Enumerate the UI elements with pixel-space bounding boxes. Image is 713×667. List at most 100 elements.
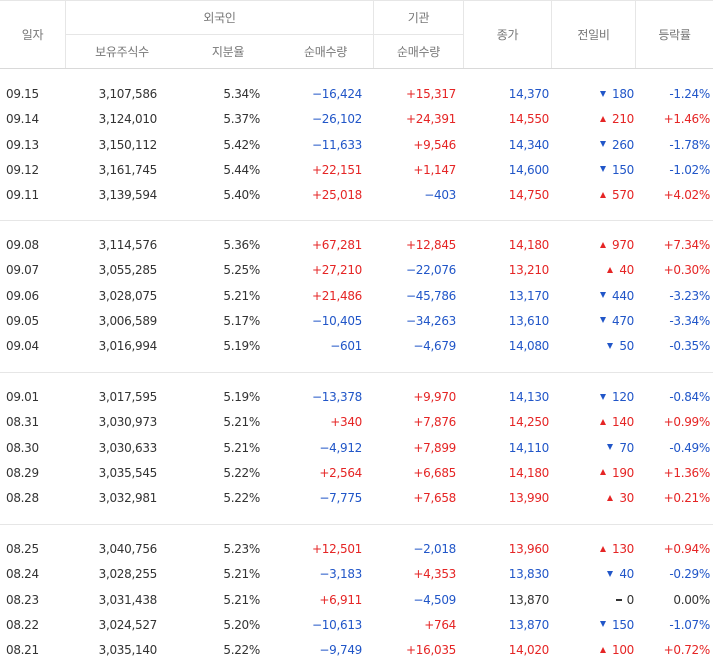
- cell-date: 08.28: [6, 491, 39, 506]
- change-value: 140: [611, 415, 634, 430]
- cell-shares-held: 3,150,112: [98, 137, 158, 152]
- cell-change: 40: [560, 562, 634, 587]
- cell-change: 150: [560, 158, 634, 183]
- cell-institution-net: +6,685: [413, 465, 456, 480]
- cell-institution-net: +24,391: [406, 112, 456, 127]
- cell-shares-held: 3,035,140: [98, 643, 158, 658]
- cell-institution-net: +9,970: [413, 390, 456, 404]
- cell-change-rate: -3.23%: [669, 288, 710, 303]
- cell-close-price: 14,550: [508, 112, 550, 127]
- cell-ownership-ratio: 5.25%: [223, 263, 260, 278]
- cell-shares-held: 3,114,576: [98, 238, 158, 252]
- header-foreign: 외국인: [203, 10, 236, 25]
- cell-close-price: 14,080: [508, 339, 550, 354]
- cell-institution-net: +1,147: [413, 162, 456, 177]
- cell-close-price: 13,960: [508, 542, 550, 556]
- change-value: 180: [611, 87, 634, 101]
- cell-shares-held: 3,028,255: [98, 567, 158, 582]
- cell-ownership-ratio: 5.40%: [223, 188, 260, 203]
- cell-foreign-net: +21,486: [312, 288, 362, 303]
- change-value: 40: [619, 567, 634, 582]
- change-value: 470: [611, 313, 634, 328]
- cell-shares-held: 3,032,981: [98, 491, 158, 506]
- cell-change: 70: [560, 436, 634, 461]
- table-row: 08.23 3,031,438 5.21% +6,911 −4,509 13,870 0 0.…: [0, 588, 713, 613]
- header-change: 전일비: [577, 27, 610, 42]
- cell-ownership-ratio: 5.22%: [223, 643, 260, 658]
- cell-ownership-ratio: 5.44%: [223, 162, 260, 177]
- up-arrow-icon: [607, 494, 614, 501]
- cell-institution-net: −45,786: [406, 288, 456, 303]
- cell-change: 130: [560, 537, 634, 562]
- cell-foreign-net: −9,749: [319, 643, 362, 658]
- table-row: 09.11 3,139,594 5.40% +25,018 −403 14,750 570 +…: [0, 183, 713, 208]
- up-arrow-icon: [599, 418, 606, 425]
- cell-change: 970: [560, 233, 634, 258]
- cell-close-price: 13,610: [508, 313, 550, 328]
- header-foreign-net: 순매수량: [304, 45, 347, 59]
- cell-close-price: 14,180: [508, 465, 550, 480]
- cell-institution-net: +4,353: [413, 567, 456, 582]
- change-value: 130: [611, 542, 634, 556]
- cell-foreign-net: −11,633: [312, 137, 362, 152]
- cell-change-rate: -0.84%: [669, 390, 710, 404]
- cell-date: 08.31: [6, 415, 39, 430]
- table-row: 09.06 3,028,075 5.21% +21,486 −45,786 13,170 4…: [0, 284, 713, 309]
- cell-change: 150: [560, 613, 634, 638]
- cell-ownership-ratio: 5.20%: [223, 617, 260, 632]
- cell-foreign-net: +2,564: [319, 465, 362, 480]
- cell-change: 470: [560, 309, 634, 334]
- cell-institution-net: +7,658: [413, 491, 456, 506]
- cell-ownership-ratio: 5.22%: [223, 465, 260, 480]
- table-row: 09.12 3,161,745 5.44% +22,151 +1,147 14,600 15…: [0, 158, 713, 183]
- down-arrow-icon: [599, 166, 606, 173]
- cell-ownership-ratio: 5.36%: [223, 238, 260, 252]
- cell-close-price: 14,180: [508, 238, 550, 252]
- cell-change: 190: [560, 461, 634, 486]
- up-arrow-icon: [599, 545, 606, 552]
- cell-date: 08.21: [6, 643, 39, 658]
- up-arrow-icon: [607, 266, 614, 273]
- down-arrow-icon: [599, 317, 606, 324]
- header-bottom-border: [0, 68, 713, 69]
- cell-shares-held: 3,035,545: [98, 465, 158, 480]
- table-row: 08.22 3,024,527 5.20% −10,613 +764 13,870 150 -…: [0, 613, 713, 638]
- cell-institution-net: +15,317: [406, 87, 456, 101]
- table-top-border: [0, 0, 713, 1]
- cell-ownership-ratio: 5.21%: [223, 440, 260, 455]
- change-value: 40: [619, 263, 634, 278]
- cell-ownership-ratio: 5.22%: [223, 491, 260, 506]
- cell-change-rate: +7.34%: [663, 238, 711, 252]
- cell-date: 08.22: [6, 617, 39, 632]
- change-value: 70: [619, 440, 634, 455]
- cell-foreign-net: −13,378: [312, 390, 362, 404]
- header-divider: [65, 0, 66, 68]
- cell-change: 570: [560, 183, 634, 208]
- cell-close-price: 13,870: [508, 617, 550, 632]
- cell-change-rate: +1.46%: [663, 112, 711, 127]
- group-separator: [0, 220, 713, 221]
- table-row: 09.07 3,055,285 5.25% +27,210 −22,076 13,210 4…: [0, 258, 713, 283]
- change-value: 210: [611, 112, 634, 127]
- cell-date: 08.30: [6, 440, 39, 455]
- table-row: 09.13 3,150,112 5.42% −11,633 +9,546 14,340 26…: [0, 133, 713, 158]
- change-value: 440: [611, 288, 634, 303]
- cell-close-price: 14,130: [508, 390, 550, 404]
- cell-change-rate: +0.72%: [663, 643, 711, 658]
- cell-change-rate: +4.02%: [663, 188, 711, 203]
- cell-change-rate: -1.24%: [669, 87, 710, 101]
- header-mid-line: [65, 34, 463, 35]
- cell-foreign-net: −10,405: [312, 313, 362, 328]
- header-rate: 등락률: [658, 27, 691, 42]
- cell-change-rate: -0.35%: [669, 339, 710, 354]
- cell-institution-net: +12,845: [406, 238, 456, 252]
- cell-shares-held: 3,124,010: [98, 112, 158, 127]
- table-row: 09.08 3,114,576 5.36% +67,281 +12,845 14,180 9…: [0, 233, 713, 258]
- cell-change: 50: [560, 334, 634, 359]
- cell-close-price: 14,370: [508, 87, 550, 101]
- cell-close-price: 14,750: [508, 188, 550, 203]
- cell-shares-held: 3,006,589: [98, 313, 158, 328]
- table-row: 09.05 3,006,589 5.17% −10,405 −34,263 13,610 4…: [0, 309, 713, 334]
- cell-close-price: 14,020: [508, 643, 550, 658]
- table-row: 08.30 3,030,633 5.21% −4,912 +7,899 14,110 70 -…: [0, 436, 713, 461]
